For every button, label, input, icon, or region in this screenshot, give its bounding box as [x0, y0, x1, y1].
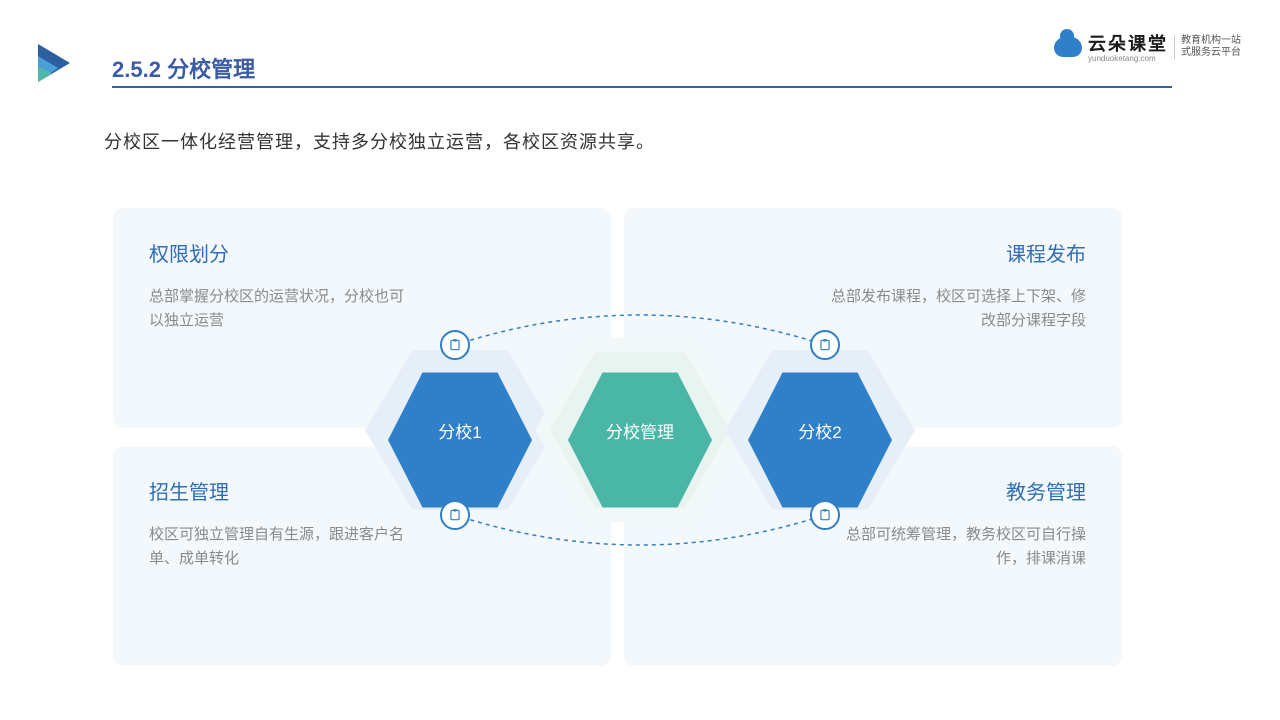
page-title: 2.5.2 分校管理 [112, 52, 255, 84]
card-title: 权限划分 [149, 238, 575, 267]
card-enrollment: 招生管理 校区可独立管理自有生源，跟进客户名单、成单转化 [113, 446, 611, 666]
header-play-icon [34, 42, 74, 84]
card-academic-mgmt: 教务管理 总部可统筹管理，教务校区可自行操作，排课消课 [624, 446, 1122, 666]
card-course-publish: 课程发布 总部发布课程，校区可选择上下架、修改部分课程字段 [624, 208, 1122, 428]
brand-name: 云朵课堂 [1088, 30, 1168, 56]
card-title: 教务管理 [660, 476, 1086, 505]
card-desc: 校区可独立管理自有生源，跟进客户名单、成单转化 [149, 523, 409, 571]
card-permissions: 权限划分 总部掌握分校区的运营状况，分校也可以独立运营 [113, 208, 611, 428]
card-desc: 总部可统筹管理，教务校区可自行操作，排课消课 [826, 523, 1086, 571]
brand-logo: 云朵课堂 yunduoketang.com 教育机构一站式服务云平台 [1054, 30, 1244, 63]
card-title: 招生管理 [149, 476, 575, 505]
card-desc: 总部发布课程，校区可选择上下架、修改部分课程字段 [826, 285, 1086, 333]
page-subtitle: 分校区一体化经营管理，支持多分校独立运营，各校区资源共享。 [104, 128, 655, 154]
title-underline [112, 86, 1172, 88]
card-title: 课程发布 [660, 238, 1086, 267]
brand-tagline: 教育机构一站式服务云平台 [1174, 35, 1244, 59]
cloud-icon [1054, 37, 1082, 57]
card-desc: 总部掌握分校区的运营状况，分校也可以独立运营 [149, 285, 409, 333]
